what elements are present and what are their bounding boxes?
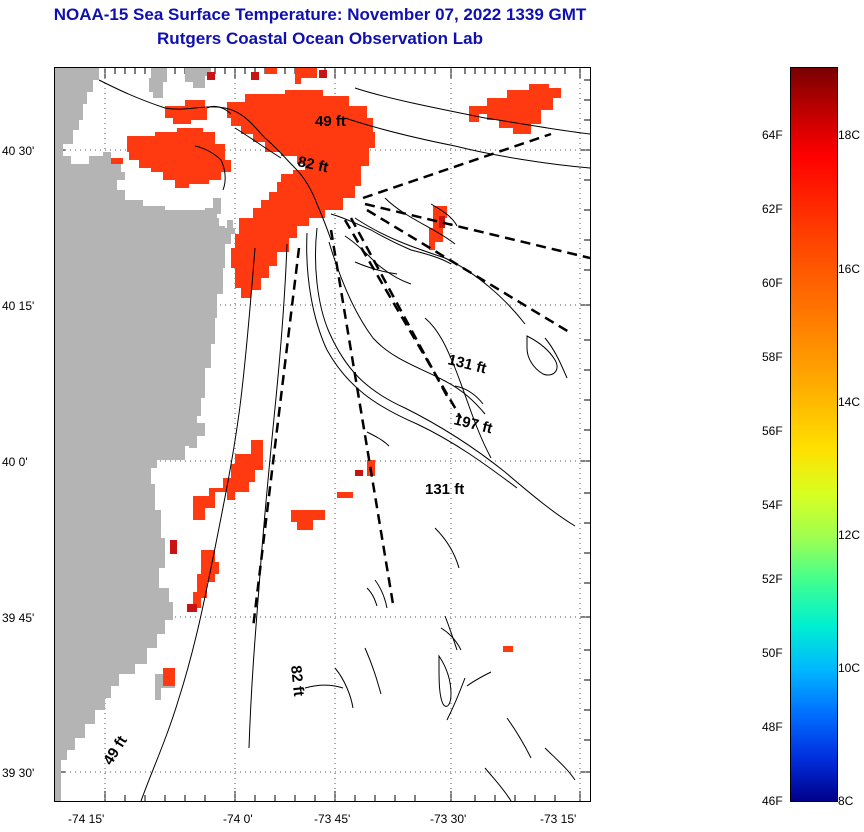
land-patch: [189, 423, 205, 448]
colorbar-f-label: 58F: [762, 350, 783, 364]
land-patch: [149, 68, 167, 98]
land-patch: [213, 198, 221, 214]
colorbar-f-label: 52F: [762, 572, 783, 586]
colorbar-c-label: 14C: [838, 395, 861, 409]
sst-map[interactable]: 49 ft 82 ft 131 ft 197 ft 131 ft 82 ft 4…: [54, 67, 591, 802]
sst-patches: [111, 68, 561, 686]
lon-label: -73 15': [540, 812, 577, 826]
depth-label: 49 ft: [315, 113, 346, 130]
colorbar-c-label: 10C: [838, 661, 861, 675]
map-canvas: 49 ft 82 ft 131 ft 197 ft 131 ft 82 ft 4…: [55, 68, 590, 801]
lat-label: 39 30': [2, 766, 35, 780]
lon-label: -74 15': [68, 812, 105, 826]
lat-label: 40 0': [2, 455, 28, 469]
lon-label: -74 0': [223, 812, 253, 826]
colorbar-f-label: 50F: [762, 646, 783, 660]
colorbar-f-label: 48F: [762, 720, 783, 734]
bathymetry-contours: [140, 87, 590, 801]
map-subtitle: Rutgers Coastal Ocean Observation Lab: [157, 29, 483, 48]
depth-label: 82 ft: [287, 665, 307, 697]
sst-patches-warm: [170, 70, 445, 612]
colorbar-c-label: 12C: [838, 528, 861, 542]
land-patch: [185, 68, 211, 88]
land-mass: [55, 68, 235, 801]
lat-label: 40 30': [2, 144, 35, 158]
colorbar-f-label: 56F: [762, 424, 783, 438]
colorbar-f-label: 46F: [762, 794, 783, 808]
colorbar-c-label: 8C: [838, 794, 854, 808]
lon-label: -73 30': [430, 812, 467, 826]
colorbar-f-label: 62F: [762, 202, 783, 216]
coastline: [98, 79, 558, 707]
depth-label: 197 ft: [452, 411, 494, 437]
colorbar-c-label: 16C: [838, 262, 861, 276]
map-title: NOAA-15 Sea Surface Temperature: Novembe…: [53, 5, 587, 24]
lat-label: 39 45': [2, 611, 35, 625]
transect-lines: [251, 132, 590, 629]
colorbar-f-label: 64F: [762, 128, 783, 142]
colorbar-f-label: 54F: [762, 498, 783, 512]
lon-label: -73 45': [314, 812, 351, 826]
depth-label: 131 ft: [446, 351, 488, 377]
colorbar-f-label: 60F: [762, 276, 783, 290]
depth-label: 131 ft: [425, 481, 464, 498]
temperature-colorbar: [790, 67, 838, 802]
depth-label: 82 ft: [296, 153, 330, 176]
colorbar-c-label: 18C: [838, 128, 861, 142]
lat-label: 40 15': [2, 299, 35, 313]
